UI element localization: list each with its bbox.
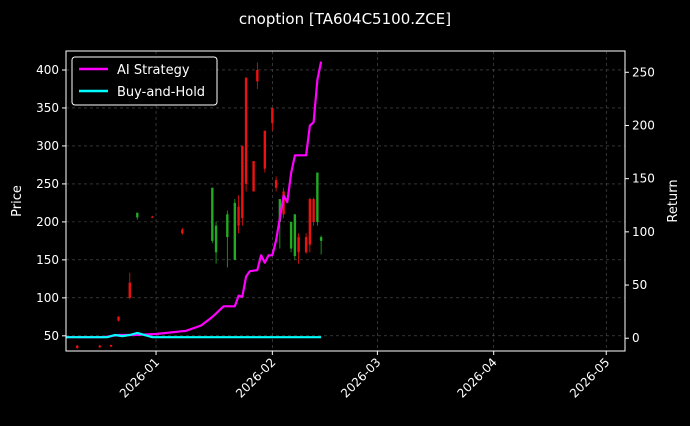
candlesticks <box>76 62 323 349</box>
chart-title: cnoption [TA604C5100.ZCE] <box>239 10 451 28</box>
candle-body <box>117 316 120 321</box>
y-tick-label-left: 50 <box>44 329 59 343</box>
candle-body <box>76 345 79 348</box>
legend-label-ai-strategy: AI Strategy <box>117 63 190 78</box>
candle-body <box>297 237 300 253</box>
candle-body <box>244 77 248 184</box>
y-axis-label-right: Return <box>666 179 681 222</box>
y-tick-label-left: 150 <box>36 253 59 267</box>
y-tick-label-right: 250 <box>632 65 655 79</box>
candle-body <box>293 214 297 257</box>
y-tick-label-left: 400 <box>36 63 59 77</box>
candle-body <box>214 225 218 253</box>
candle-body <box>128 282 131 298</box>
y-tick-label-left: 250 <box>36 177 59 191</box>
legend-box <box>71 56 218 106</box>
return-lines <box>66 61 323 339</box>
candle-body <box>211 187 214 241</box>
candle-body <box>237 206 240 226</box>
candle-body <box>319 237 323 241</box>
series-line-buy-and-hold <box>66 331 322 339</box>
y-tick-label-right: 50 <box>632 278 647 292</box>
y-tick-label-right: 200 <box>632 118 655 132</box>
candle-body <box>241 145 244 219</box>
y-tick-label-left: 200 <box>36 215 59 229</box>
legend-label-buy-and-hold: Buy-and-Hold <box>117 85 205 100</box>
candle-body <box>252 161 255 192</box>
candle-body <box>181 229 184 234</box>
series-line-ai-strategy <box>66 61 323 339</box>
candle-body <box>304 237 308 253</box>
y-tick-label-left: 300 <box>36 139 59 153</box>
y-axis-label-left: Price <box>10 185 25 217</box>
candle-body <box>98 345 101 348</box>
candle-body <box>289 221 293 249</box>
candle-body <box>256 69 259 82</box>
legend: AI Strategy Buy-and-Hold <box>71 56 218 106</box>
candle-body <box>263 130 267 169</box>
candle-body <box>226 214 229 238</box>
candle-body <box>109 344 113 347</box>
y-tick-label-right: 150 <box>632 172 655 186</box>
candle-body <box>308 199 312 245</box>
candle-body <box>316 172 319 222</box>
y-tick-label-left: 350 <box>36 101 59 115</box>
y-tick-label-left: 100 <box>36 291 59 305</box>
candle-body <box>151 216 154 218</box>
candle-body <box>312 199 315 222</box>
y-tick-label-right: 0 <box>632 331 640 345</box>
candle-body <box>233 202 237 260</box>
candle-body <box>278 199 282 222</box>
candle-body <box>271 107 274 124</box>
candle-body <box>136 212 139 218</box>
y-tick-label-right: 100 <box>632 225 655 239</box>
plot-frame <box>65 50 626 352</box>
candle-body <box>282 191 285 215</box>
candle-body <box>274 180 278 188</box>
